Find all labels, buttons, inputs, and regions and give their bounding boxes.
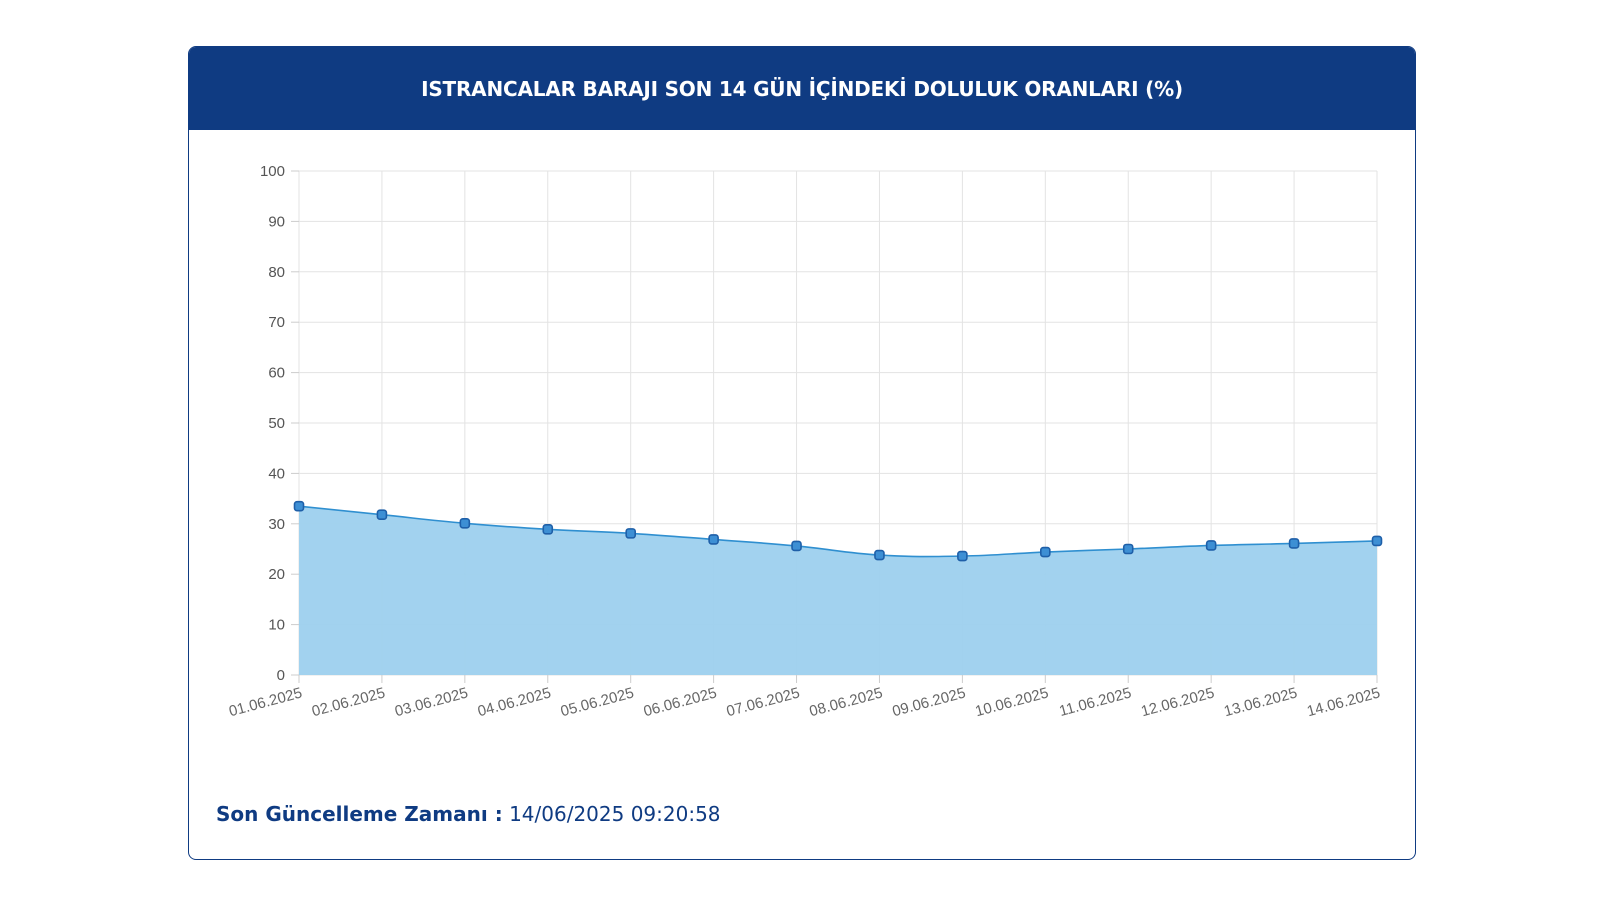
card-header: ISTRANCALAR BARAJI SON 14 GÜN İÇİNDEKİ D… [189,47,1415,130]
chart-title: ISTRANCALAR BARAJI SON 14 GÜN İÇİNDEKİ D… [421,76,1183,101]
last-update-label: Son Güncelleme Zamanı : [216,802,503,826]
last-update: Son Güncelleme Zamanı : 14/06/2025 09:20… [216,802,721,826]
last-update-value: 14/06/2025 09:20:58 [509,802,721,826]
chart-card: ISTRANCALAR BARAJI SON 14 GÜN İÇİNDEKİ D… [188,46,1416,860]
